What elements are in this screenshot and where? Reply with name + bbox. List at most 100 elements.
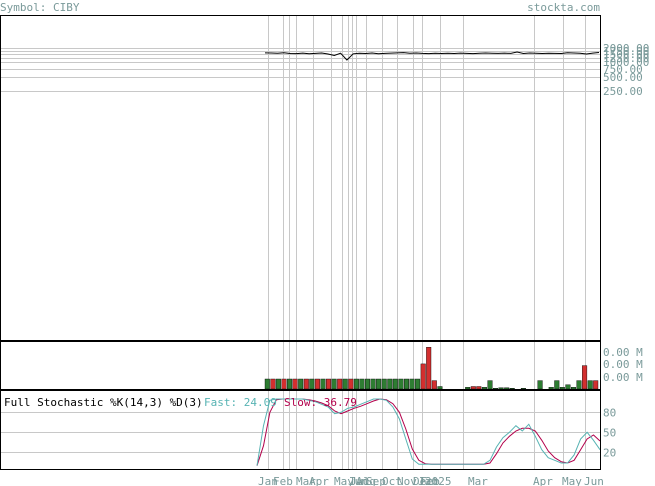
price-month-gridlines bbox=[268, 16, 586, 340]
volume-bar bbox=[320, 378, 326, 390]
fast-value-label: Fast: 24.09 bbox=[204, 396, 277, 409]
price-tick-label: 250.00 bbox=[603, 85, 643, 98]
volume-bar bbox=[353, 378, 359, 390]
price-tick-label: 1000.00 bbox=[603, 56, 649, 69]
price-tick-label: 500.00 bbox=[603, 71, 643, 84]
price-line bbox=[264, 51, 600, 61]
volume-bar bbox=[409, 378, 415, 390]
x-tick-label: Sep bbox=[366, 475, 386, 486]
x-tick-label: Feb bbox=[273, 475, 293, 486]
volume-bar bbox=[437, 386, 443, 390]
volume-bar bbox=[431, 380, 437, 390]
price-axis-ticks: 2000.001750.001500.001250.001000.00750.0… bbox=[603, 42, 649, 98]
volume-bar bbox=[498, 387, 504, 390]
volume-bar bbox=[337, 378, 343, 390]
volume-bar bbox=[370, 378, 376, 390]
volume-bar bbox=[387, 378, 393, 390]
volume-bar bbox=[264, 378, 270, 390]
volume-bar bbox=[559, 387, 565, 390]
volume-tick-label: 0.00 M bbox=[603, 346, 643, 359]
x-tick-label: Nov bbox=[397, 475, 417, 486]
volume-bar bbox=[476, 386, 482, 390]
volume-bar bbox=[331, 378, 337, 390]
volume-bar bbox=[576, 380, 582, 390]
stochastic-panel-frame bbox=[0, 390, 601, 470]
volume-bar bbox=[281, 378, 287, 390]
x-tick-label: Mar bbox=[296, 475, 316, 486]
stochastic-month-gridlines bbox=[268, 391, 586, 469]
volume-bar bbox=[359, 378, 365, 390]
volume-bar bbox=[509, 388, 515, 390]
stochastic-gridlines bbox=[1, 412, 600, 453]
volume-panel-frame bbox=[0, 341, 601, 390]
volume-bar bbox=[342, 378, 348, 390]
volume-bar bbox=[504, 387, 510, 390]
volume-bars bbox=[264, 347, 599, 390]
slow-value-label: Slow: 36.79 bbox=[284, 396, 357, 409]
volume-bar bbox=[376, 378, 382, 390]
volume-bar bbox=[571, 387, 577, 390]
volume-bar bbox=[415, 378, 421, 390]
volume-bar bbox=[298, 378, 304, 390]
fast-line bbox=[256, 398, 601, 466]
x-tick-label: Mar bbox=[468, 475, 488, 486]
volume-bar bbox=[465, 387, 471, 390]
volume-bar bbox=[275, 378, 281, 390]
price-tick-label: 1250.00 bbox=[603, 52, 649, 65]
x-tick-label: Oct bbox=[382, 475, 402, 486]
price-panel: 2000.001750.001500.001250.001000.00750.0… bbox=[0, 15, 649, 341]
stochastic-axis-ticks: 80 50 20 bbox=[603, 407, 616, 460]
stochastic-panel: 80 50 20 Full Stochastic %K(14,3) %D(3) Fa… bbox=[0, 390, 616, 470]
volume-bar bbox=[398, 378, 404, 390]
volume-bar bbox=[270, 378, 276, 390]
price-tick-label: 2000.00 bbox=[603, 42, 649, 55]
x-tick-label: May bbox=[562, 475, 582, 486]
volume-axis-ticks: 0.00 M0.00 M0.00 M bbox=[603, 346, 643, 384]
x-tick-label: Jun bbox=[348, 475, 368, 486]
volume-bar bbox=[470, 386, 476, 390]
volume-bar bbox=[287, 378, 293, 390]
volume-bar bbox=[365, 378, 371, 390]
volume-bar bbox=[582, 365, 588, 390]
volume-tick-label: 0.00 M bbox=[603, 371, 643, 384]
volume-bar bbox=[392, 378, 398, 390]
price-tick-label: 1500.00 bbox=[603, 48, 649, 61]
volume-bar bbox=[420, 363, 426, 390]
x-tick-label: Jan bbox=[258, 475, 278, 486]
volume-bar bbox=[426, 347, 432, 390]
volume-bar bbox=[404, 378, 410, 390]
x-tick-label: Aug bbox=[356, 475, 376, 486]
price-tick-label: 1750.00 bbox=[603, 45, 649, 58]
x-tick-label: Apr bbox=[309, 475, 329, 486]
volume-bar bbox=[303, 378, 309, 390]
symbol-label: Symbol: CIBY bbox=[0, 1, 80, 14]
volume-panel: 0.00 M0.00 M0.00 M bbox=[0, 341, 643, 390]
volume-bar bbox=[348, 378, 354, 390]
volume-bar bbox=[537, 380, 543, 390]
stochastic-tick-label: 80 bbox=[603, 407, 616, 420]
price-gridlines bbox=[1, 48, 600, 92]
price-tick-label: 750.00 bbox=[603, 63, 643, 76]
stochastic-tick-label: 20 bbox=[603, 447, 616, 460]
volume-bar bbox=[292, 378, 298, 390]
volume-bar bbox=[481, 387, 487, 390]
volume-bar bbox=[548, 387, 554, 390]
stochastic-title: Full Stochastic %K(14,3) %D(3) bbox=[4, 396, 203, 409]
x-tick-label: Jun bbox=[584, 475, 604, 486]
volume-bar bbox=[587, 380, 593, 390]
volume-bar bbox=[493, 388, 499, 390]
stochastic-tick-label: 50 bbox=[603, 427, 616, 440]
x-tick-label: 2025 bbox=[425, 475, 452, 486]
volume-tick-label: 0.00 M bbox=[603, 358, 643, 371]
x-tick-label: Jul bbox=[350, 475, 370, 486]
x-tick-label: Dec bbox=[413, 475, 433, 486]
volume-bar bbox=[520, 388, 526, 390]
x-tick-label: Apr bbox=[533, 475, 553, 486]
x-tick-label: May bbox=[334, 475, 354, 486]
x-tick-label: Jan bbox=[418, 475, 438, 486]
price-panel-frame bbox=[0, 15, 601, 341]
volume-bar bbox=[593, 380, 599, 390]
volume-bar bbox=[487, 380, 493, 390]
volume-bar bbox=[554, 380, 560, 390]
